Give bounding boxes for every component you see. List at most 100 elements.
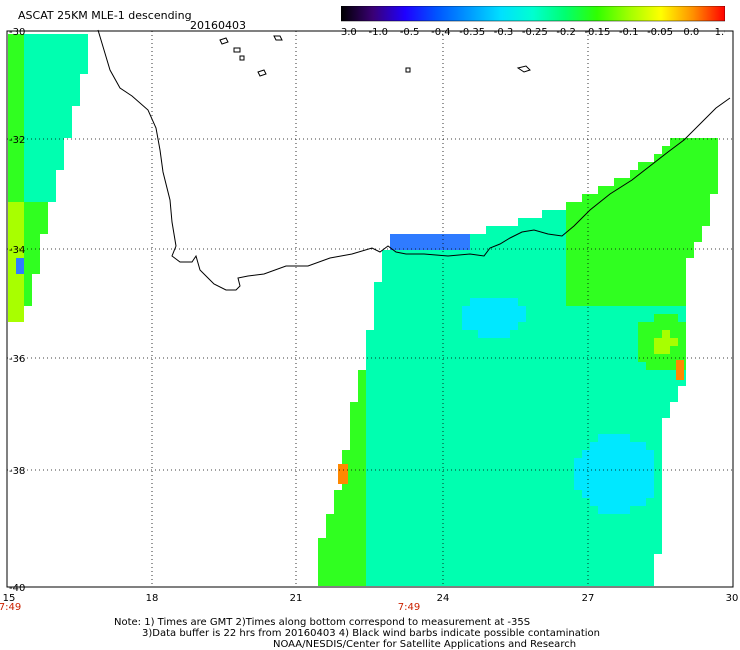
wind-cell	[614, 418, 622, 426]
wind-cell	[486, 362, 494, 370]
wind-cell	[590, 330, 598, 338]
wind-cell	[694, 226, 702, 234]
wind-cell	[494, 538, 502, 546]
wind-cell	[8, 226, 16, 234]
wind-cell	[382, 546, 390, 554]
wind-cell	[478, 450, 486, 458]
wind-cell	[430, 242, 438, 250]
wind-cell	[646, 562, 654, 570]
wind-cell	[654, 170, 662, 178]
wind-cell	[446, 386, 454, 394]
wind-cell	[406, 450, 414, 458]
wind-cell	[622, 194, 630, 202]
wind-cell	[558, 426, 566, 434]
wind-cell	[590, 234, 598, 242]
wind-cell	[582, 490, 590, 498]
wind-cell	[614, 442, 622, 450]
wind-cell	[622, 490, 630, 498]
wind-cell	[350, 490, 358, 498]
wind-cell	[606, 370, 614, 378]
wind-cell	[502, 274, 510, 282]
wind-cell	[558, 346, 566, 354]
wind-cell	[526, 354, 534, 362]
wind-cell	[390, 282, 398, 290]
wind-cell	[582, 498, 590, 506]
wind-cell	[24, 194, 32, 202]
wind-cell	[56, 146, 64, 154]
wind-cell	[574, 434, 582, 442]
wind-cell	[526, 290, 534, 298]
wind-cell	[566, 458, 574, 466]
wind-cell	[566, 330, 574, 338]
wind-cell	[502, 578, 510, 586]
wind-cell	[478, 370, 486, 378]
wind-cell	[678, 226, 686, 234]
wind-cell	[422, 562, 430, 570]
wind-cell	[630, 266, 638, 274]
wind-cell	[638, 322, 646, 330]
wind-cell	[518, 474, 526, 482]
wind-cell	[422, 314, 430, 322]
wind-cell	[438, 410, 446, 418]
wind-cell	[638, 386, 646, 394]
wind-cell	[502, 530, 510, 538]
wind-cell	[334, 498, 342, 506]
wind-cell	[550, 482, 558, 490]
wind-cell	[454, 370, 462, 378]
wind-cell	[358, 514, 366, 522]
wind-cell	[510, 498, 518, 506]
wind-cell	[406, 490, 414, 498]
wind-cell	[510, 226, 518, 234]
wind-cell	[478, 546, 486, 554]
wind-cell	[654, 218, 662, 226]
wind-cell	[478, 258, 486, 266]
wind-cell	[414, 546, 422, 554]
wind-cell	[646, 290, 654, 298]
wind-cell	[390, 530, 398, 538]
wind-cell	[382, 362, 390, 370]
wind-cell	[574, 338, 582, 346]
wind-cell	[414, 314, 422, 322]
wind-cell	[414, 554, 422, 562]
wind-cell	[614, 386, 622, 394]
wind-cell	[478, 354, 486, 362]
wind-cell	[518, 346, 526, 354]
wind-cell	[334, 578, 342, 586]
wind-cell	[614, 370, 622, 378]
wind-cell	[542, 562, 550, 570]
wind-cell	[366, 330, 374, 338]
wind-cell	[358, 402, 366, 410]
wind-cell	[342, 554, 350, 562]
wind-cell	[686, 250, 694, 258]
wind-cell	[382, 250, 390, 258]
wind-cell	[534, 346, 542, 354]
wind-cell	[486, 554, 494, 562]
wind-cell	[590, 442, 598, 450]
wind-cell	[606, 378, 614, 386]
wind-cell	[526, 458, 534, 466]
wind-cell	[502, 226, 510, 234]
wind-cell	[598, 274, 606, 282]
wind-cell	[582, 578, 590, 586]
wind-cell	[622, 434, 630, 442]
wind-cell	[32, 186, 40, 194]
wind-cell	[462, 354, 470, 362]
wind-cell	[470, 250, 478, 258]
wind-cell	[646, 330, 654, 338]
wind-cell	[454, 506, 462, 514]
wind-cell	[606, 314, 614, 322]
wind-cell	[614, 298, 622, 306]
wind-cell	[8, 298, 16, 306]
wind-cell	[646, 490, 654, 498]
wind-cell	[598, 498, 606, 506]
wind-cell	[406, 570, 414, 578]
wind-cell	[630, 250, 638, 258]
wind-cell	[598, 314, 606, 322]
wind-cell	[494, 410, 502, 418]
wind-cell	[638, 514, 646, 522]
wind-cell	[630, 306, 638, 314]
note-line-1: Note: 1) Times are GMT 2)Times along bot…	[114, 617, 531, 628]
wind-cell	[582, 474, 590, 482]
wind-cell	[502, 402, 510, 410]
wind-cell	[40, 90, 48, 98]
